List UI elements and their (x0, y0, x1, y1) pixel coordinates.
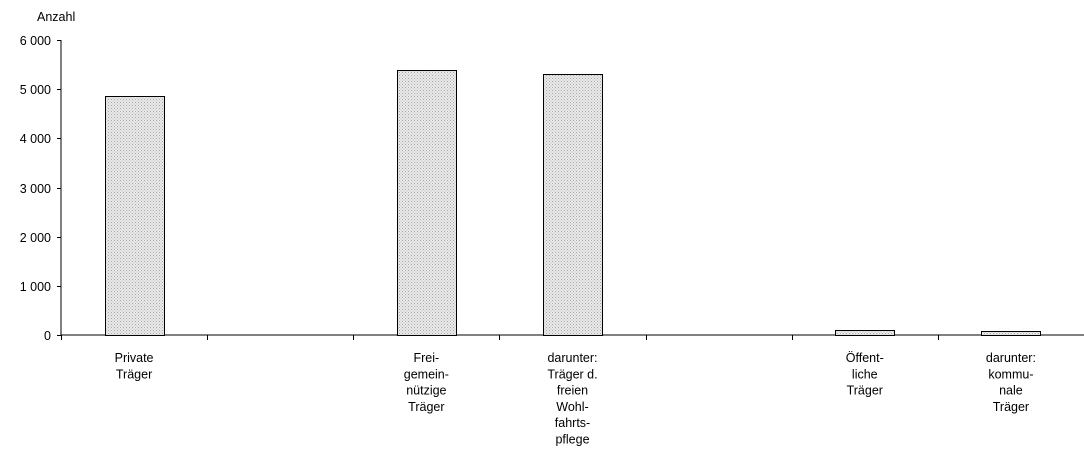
x-category-label: darunter: kommu-nale Träger (986, 351, 1036, 414)
x-category-label-line: freien (557, 384, 588, 398)
x-category-label-line: darunter: (547, 351, 597, 365)
x-category-label-line: kommu- (988, 367, 1033, 381)
y-axis-unit-label: Anzahl (37, 10, 75, 24)
x-category-label-line: Träger (847, 384, 883, 398)
y-tick-label: 6 000 (20, 34, 51, 48)
bar (544, 75, 603, 336)
x-category-label: darunter: Träger d. freien Wohl-fahrts-pfle… (547, 351, 597, 447)
y-tick-label: 3 000 (20, 182, 51, 196)
bar (982, 332, 1041, 336)
x-category-label-line: nützige (406, 384, 446, 398)
x-category-label-line: Private (115, 351, 154, 365)
x-category-label-line: Frei- (414, 351, 440, 365)
x-category-label-line: nale (999, 384, 1023, 398)
x-category-label: Öffent-liche Träger (846, 351, 884, 398)
x-category-label-line: Träger d. (547, 367, 597, 381)
x-category-label-line: Öffent- (846, 351, 884, 365)
x-category-label-line: pflege (555, 433, 589, 447)
x-category-label-line: Wohl- (556, 400, 588, 414)
plot-area: 0 1 000 2 000 3 000 4 000 5 000 6 000 Private Tr… (20, 34, 1084, 447)
x-category-label-line: gemein- (404, 367, 449, 381)
x-category-label: Frei-gemein-nützige Träger (404, 351, 449, 414)
bar (836, 331, 895, 336)
y-tick-label: 1 000 (20, 280, 51, 294)
y-tick-label: 2 000 (20, 231, 51, 245)
x-category-label-line: fahrts- (555, 416, 590, 430)
x-category-label-line: Träger (116, 367, 152, 381)
bar (398, 71, 457, 336)
x-category-label: Private Träger (115, 351, 154, 381)
y-tick-label: 5 000 (20, 83, 51, 97)
x-category-label-line: liche (852, 367, 878, 381)
x-category-label-line: Träger (408, 400, 444, 414)
y-tick-label: 4 000 (20, 132, 51, 146)
y-tick-label: 0 (44, 329, 51, 343)
x-category-label-line: darunter: (986, 351, 1036, 365)
x-category-label-line: Träger (993, 400, 1029, 414)
bar (106, 97, 165, 336)
